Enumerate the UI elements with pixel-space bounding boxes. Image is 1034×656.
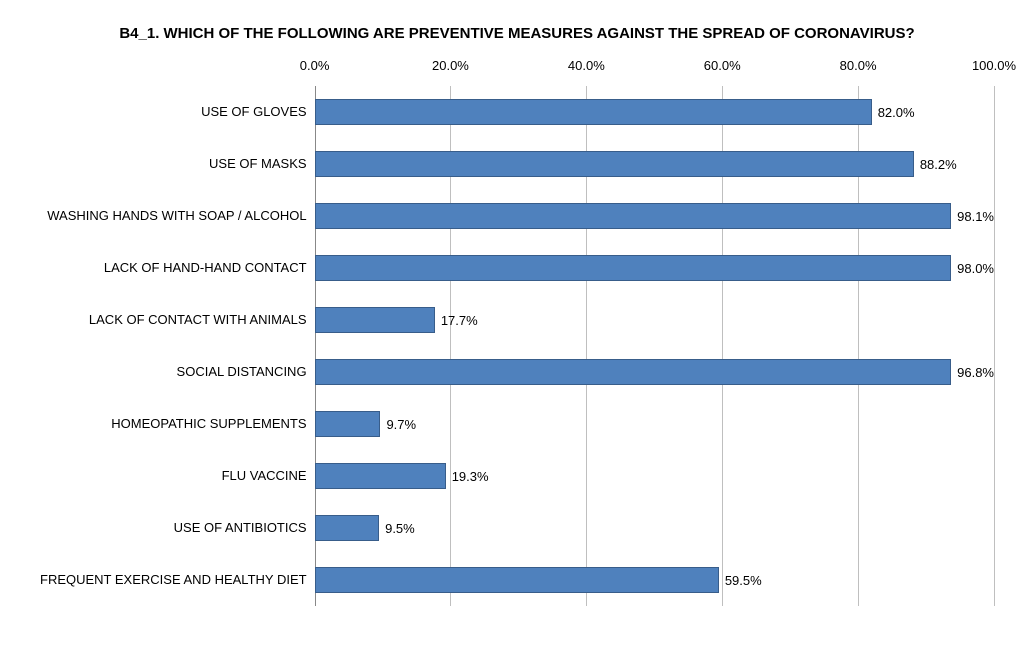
value-label: 82.0% bbox=[878, 105, 915, 120]
grid-line bbox=[994, 86, 995, 606]
value-label: 59.5% bbox=[725, 573, 762, 588]
bar bbox=[315, 99, 872, 125]
bar bbox=[315, 203, 952, 229]
bar bbox=[315, 567, 719, 593]
bar-row: 9.7% bbox=[315, 411, 994, 437]
category-label: LACK OF HAND-HAND CONTACT bbox=[40, 261, 307, 275]
bar-row: 88.2% bbox=[315, 151, 994, 177]
category-label: USE OF ANTIBIOTICS bbox=[40, 521, 307, 535]
category-label: USE OF GLOVES bbox=[40, 105, 307, 119]
value-label: 88.2% bbox=[920, 157, 957, 172]
bar bbox=[315, 307, 435, 333]
bar bbox=[315, 255, 952, 281]
bar-row: 17.7% bbox=[315, 307, 994, 333]
category-label: LACK OF CONTACT WITH ANIMALS bbox=[40, 313, 307, 327]
category-label: USE OF MASKS bbox=[40, 157, 307, 171]
category-label: WASHING HANDS WITH SOAP / ALCOHOL bbox=[40, 209, 307, 223]
value-label: 19.3% bbox=[452, 469, 489, 484]
x-tick-label: 100.0% bbox=[972, 58, 1016, 73]
bar bbox=[315, 463, 446, 489]
chart-body: USE OF GLOVES USE OF MASKS WASHING HANDS W… bbox=[40, 58, 994, 606]
bar bbox=[315, 359, 952, 385]
bars: 82.0% 88.2% 98.1% 98.0% 17.7% 96.8% 9.7% 19.3% 9… bbox=[315, 86, 994, 606]
bar bbox=[315, 151, 914, 177]
x-tick-label: 60.0% bbox=[704, 58, 741, 73]
y-axis: USE OF GLOVES USE OF MASKS WASHING HANDS W… bbox=[40, 86, 315, 606]
bar-row: 19.3% bbox=[315, 463, 994, 489]
bar-row: 98.0% bbox=[315, 255, 994, 281]
bar bbox=[315, 515, 380, 541]
value-label: 98.0% bbox=[957, 261, 994, 276]
category-label: SOCIAL DISTANCING bbox=[40, 365, 307, 379]
x-tick-label: 40.0% bbox=[568, 58, 605, 73]
value-label: 98.1% bbox=[957, 209, 994, 224]
category-label: FLU VACCINE bbox=[40, 469, 307, 483]
plot-area: 0.0%20.0%40.0%60.0%80.0%100.0% 82.0%88.2… bbox=[315, 86, 994, 606]
bar-row: 98.1% bbox=[315, 203, 994, 229]
x-tick-label: 80.0% bbox=[840, 58, 877, 73]
value-label: 9.7% bbox=[386, 417, 416, 432]
chart-title: B4_1. WHICH OF THE FOLLOWING ARE PREVENT… bbox=[107, 24, 927, 44]
bar bbox=[315, 411, 381, 437]
category-label: HOMEOPATHIC SUPPLEMENTS bbox=[40, 417, 307, 431]
x-tick-label: 0.0% bbox=[300, 58, 330, 73]
bar-row: 82.0% bbox=[315, 99, 994, 125]
x-axis: 0.0%20.0%40.0%60.0%80.0%100.0% bbox=[315, 58, 994, 78]
bar-row: 96.8% bbox=[315, 359, 994, 385]
value-label: 17.7% bbox=[441, 313, 478, 328]
category-label: FREQUENT EXERCISE AND HEALTHY DIET bbox=[40, 573, 307, 587]
x-tick-label: 20.0% bbox=[432, 58, 469, 73]
chart-container: B4_1. WHICH OF THE FOLLOWING ARE PREVENT… bbox=[0, 0, 1034, 656]
bar-row: 59.5% bbox=[315, 567, 994, 593]
value-label: 96.8% bbox=[957, 365, 994, 380]
value-label: 9.5% bbox=[385, 521, 415, 536]
bar-row: 9.5% bbox=[315, 515, 994, 541]
